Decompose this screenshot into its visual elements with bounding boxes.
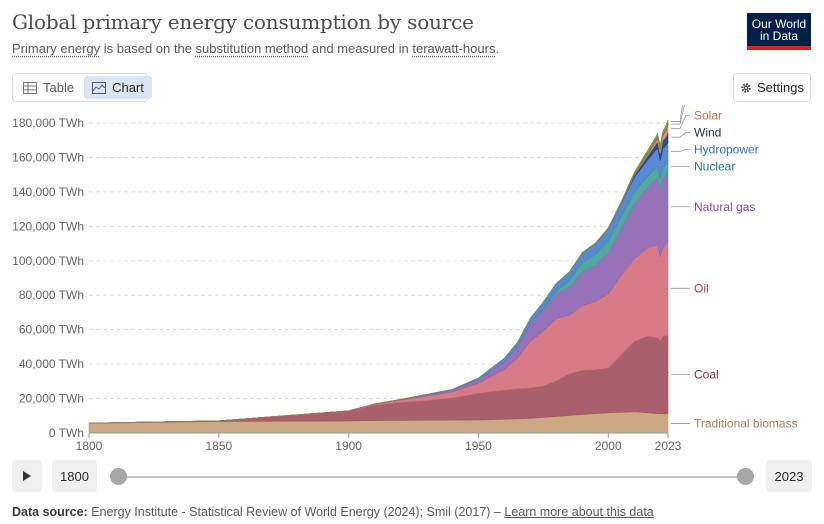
gear-icon xyxy=(741,82,751,93)
y-tick-label: 20,000 TWh xyxy=(19,392,84,406)
legend-connector xyxy=(671,131,690,138)
view-toggle: Table Chart xyxy=(12,73,152,102)
x-tick-label: 1850 xyxy=(205,439,232,453)
series-label-solar: Solar xyxy=(694,108,722,122)
timeline-track[interactable] xyxy=(118,476,746,478)
chart-subtitle: Primary energy is based on the substitut… xyxy=(12,41,499,56)
stacked-area-chart: 0 TWh 20,000 TWh 40,000 TWh 60,000 TWh 80,00… xyxy=(12,105,798,453)
table-icon xyxy=(23,81,37,94)
series-label-oil: Oil xyxy=(694,281,709,295)
series-label-traditional-biomass: Traditional biomass xyxy=(694,416,798,430)
y-tick-label: 160,000 TWh xyxy=(12,150,84,164)
logo-line-2: in Data xyxy=(759,29,799,43)
legend-connector xyxy=(671,148,690,152)
settings-button[interactable]: Settings xyxy=(733,73,811,102)
x-tick-label: 1950 xyxy=(465,439,492,453)
tab-table-label: Table xyxy=(43,80,75,95)
y-tick-label: 180,000 TWh xyxy=(12,116,84,130)
series-label-wind: Wind xyxy=(694,125,721,139)
tab-table[interactable]: Table xyxy=(15,76,82,99)
x-tick-label: 2023 xyxy=(655,439,682,453)
source-text: Energy Institute - Statistical Review of… xyxy=(87,505,505,519)
chart-icon xyxy=(92,81,107,94)
legend-connector xyxy=(671,115,690,130)
x-tick-label: 1900 xyxy=(335,439,362,453)
tab-chart[interactable]: Chart xyxy=(84,76,152,99)
terawatt-hours-link[interactable]: terawatt-hours xyxy=(412,41,496,56)
tab-chart-label: Chart xyxy=(112,80,144,95)
x-tick-label: 1800 xyxy=(76,439,103,453)
series-label-natural-gas: Natural gas xyxy=(694,200,755,214)
area-other-renewables xyxy=(88,119,669,424)
end-year-box[interactable]: 2023 xyxy=(766,460,812,492)
series-label-nuclear: Nuclear xyxy=(694,159,735,173)
legend-connector xyxy=(671,105,685,125)
x-tick-label: 2000 xyxy=(595,439,622,453)
source-label: Data source: xyxy=(12,505,88,519)
series-label-coal: Coal xyxy=(694,368,719,382)
y-tick-label: 40,000 TWh xyxy=(19,357,84,371)
subtitle-text-1: is based on the xyxy=(100,41,196,56)
logo-line-1: Our World xyxy=(751,17,807,31)
substitution-method-link[interactable]: substitution method xyxy=(195,41,309,56)
settings-label: Settings xyxy=(757,80,804,95)
y-tick-label: 60,000 TWh xyxy=(19,323,84,337)
owid-logo[interactable]: Our World in Data xyxy=(747,13,811,50)
play-icon xyxy=(23,471,31,481)
y-tick-label: 140,000 TWh xyxy=(12,185,84,199)
learn-more-link[interactable]: Learn more about this data xyxy=(504,505,654,519)
start-year-box[interactable]: 1800 xyxy=(52,460,97,492)
series-label-hydropower: Hydropower xyxy=(694,142,759,156)
primary-energy-link[interactable]: Primary energy xyxy=(12,41,101,56)
play-button[interactable] xyxy=(12,460,42,492)
timeline-end-handle[interactable] xyxy=(737,468,754,485)
subtitle-text-3: . xyxy=(495,41,500,56)
data-source: Data source: Energy Institute - Statisti… xyxy=(12,505,654,519)
y-tick-label: 100,000 TWh xyxy=(12,254,84,268)
chart-title: Global primary energy consumption by sou… xyxy=(12,10,474,34)
y-tick-label: 0 TWh xyxy=(49,426,84,440)
legend-connector xyxy=(671,105,683,122)
timeline-start-handle[interactable] xyxy=(110,468,127,485)
y-tick-label: 80,000 TWh xyxy=(19,288,84,302)
subtitle-text-2: and measured in xyxy=(308,41,413,56)
y-tick-label: 120,000 TWh xyxy=(12,219,84,233)
